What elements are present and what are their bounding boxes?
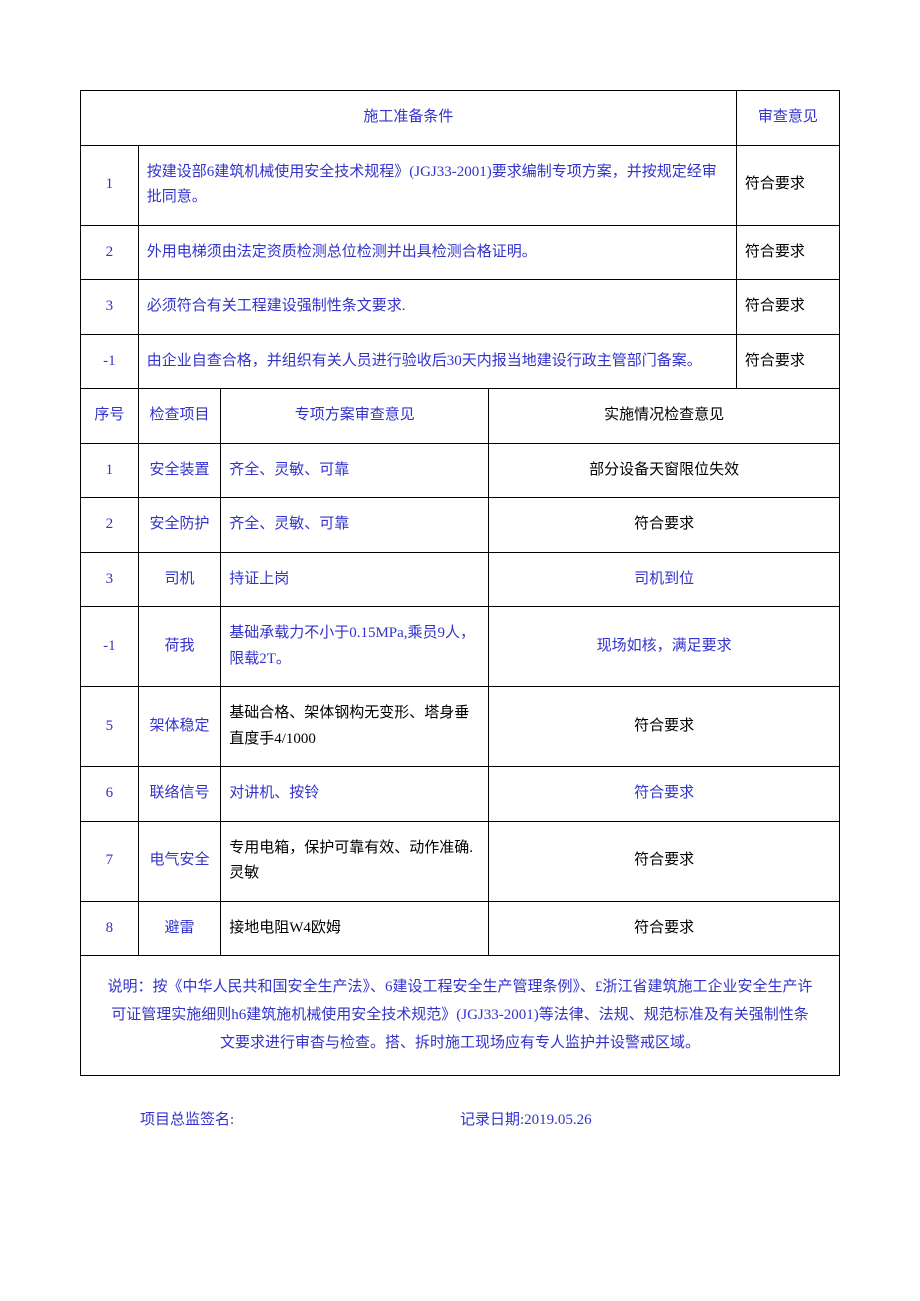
check-item: 安全装置: [138, 443, 220, 498]
check-status: 符合要求: [489, 901, 840, 956]
hdr-item: 检查项目: [138, 389, 220, 444]
prep-row: 2 外用电梯须由法定资质检测总位检测并出具检测合格证明。 符合要求: [81, 225, 840, 280]
check-plan: 对讲机、按铃: [221, 767, 489, 822]
check-plan: 基础合格、架体钢构无变形、塔身垂直度手4/1000: [221, 687, 489, 767]
prep-desc: 外用电梯须由法定资质检测总位检测并出具检测合格证明。: [138, 225, 736, 280]
check-status: 符合要求: [489, 498, 840, 553]
check-item: 安全防护: [138, 498, 220, 553]
hdr-status: 实施情况检查意见: [489, 389, 840, 444]
check-item: 架体稳定: [138, 687, 220, 767]
check-plan: 专用电箱，保护可靠有效、动作准确.灵敏: [221, 821, 489, 901]
hdr-seq: 序号: [81, 389, 139, 444]
prep-header-left: 施工准备条件: [81, 91, 737, 146]
check-num: 7: [81, 821, 139, 901]
footer-date: 记录日期:2019.05.26: [460, 1108, 780, 1129]
check-plan: 齐全、灵敏、可靠: [221, 498, 489, 553]
check-item: 联络信号: [138, 767, 220, 822]
prep-desc: 由企业自查合格，并组织有关人员进行验收后30天内报当地建设行政主管部门备案。: [138, 334, 736, 389]
check-row: 6 联络信号 对讲机、按铃 符合要求: [81, 767, 840, 822]
check-status: 部分设备天窗限位失效: [489, 443, 840, 498]
check-num: 8: [81, 901, 139, 956]
check-num: 3: [81, 552, 139, 607]
prep-num: 2: [81, 225, 139, 280]
check-num: 6: [81, 767, 139, 822]
prep-header-right: 审查意见: [736, 91, 839, 146]
check-row: 8 避雷 接地电阻W4欧姆 符合要求: [81, 901, 840, 956]
check-item: 司机: [138, 552, 220, 607]
check-num: 2: [81, 498, 139, 553]
note-text: 说明：按《中华人民共和国安全生产法》、6建设工程安全生产管理条例》、£浙江省建筑…: [81, 956, 840, 1076]
check-plan: 基础承载力不小于0.15MPa,乘员9人，限载2T。: [221, 607, 489, 687]
prep-desc: 按建设部6建筑机械使用安全技术规程》(JGJ33-2001)要求编制专项方案，并…: [138, 145, 736, 225]
check-plan: 持证上岗: [221, 552, 489, 607]
prep-review: 符合要求: [736, 334, 839, 389]
check-item: 电气安全: [138, 821, 220, 901]
footer: 项目总监签名: 记录日期:2019.05.26: [80, 1108, 840, 1129]
check-item: 避雷: [138, 901, 220, 956]
check-status: 司机到位: [489, 552, 840, 607]
hdr-plan: 专项方案审查意见: [221, 389, 489, 444]
check-header-row: 序号 检查项目 专项方案审查意见 实施情况检查意见: [81, 389, 840, 444]
prep-header-row: 施工准备条件 审查意见: [81, 91, 840, 146]
check-row: -1 荷我 基础承载力不小于0.15MPa,乘员9人，限载2T。 现场如核，满足…: [81, 607, 840, 687]
inspection-table: 施工准备条件 审查意见 1 按建设部6建筑机械使用安全技术规程》(JGJ33-2…: [80, 90, 840, 1076]
prep-review: 符合要求: [736, 145, 839, 225]
check-status: 符合要求: [489, 821, 840, 901]
prep-row: -1 由企业自查合格，并组织有关人员进行验收后30天内报当地建设行政主管部门备案…: [81, 334, 840, 389]
check-num: -1: [81, 607, 139, 687]
prep-review: 符合要求: [736, 225, 839, 280]
prep-num: -1: [81, 334, 139, 389]
prep-row: 3 必须符合有关工程建设强制性条文要求. 符合要求: [81, 280, 840, 335]
prep-row: 1 按建设部6建筑机械使用安全技术规程》(JGJ33-2001)要求编制专项方案…: [81, 145, 840, 225]
note-row: 说明：按《中华人民共和国安全生产法》、6建设工程安全生产管理条例》、£浙江省建筑…: [81, 956, 840, 1076]
prep-desc: 必须符合有关工程建设强制性条文要求.: [138, 280, 736, 335]
check-row: 7 电气安全 专用电箱，保护可靠有效、动作准确.灵敏 符合要求: [81, 821, 840, 901]
check-plan: 齐全、灵敏、可靠: [221, 443, 489, 498]
check-status: 现场如核，满足要求: [489, 607, 840, 687]
prep-review: 符合要求: [736, 280, 839, 335]
check-row: 1 安全装置 齐全、灵敏、可靠 部分设备天窗限位失效: [81, 443, 840, 498]
check-row: 3 司机 持证上岗 司机到位: [81, 552, 840, 607]
check-item: 荷我: [138, 607, 220, 687]
check-status: 符合要求: [489, 687, 840, 767]
check-num: 1: [81, 443, 139, 498]
check-plan: 接地电阻W4欧姆: [221, 901, 489, 956]
check-num: 5: [81, 687, 139, 767]
prep-num: 1: [81, 145, 139, 225]
footer-signature-label: 项目总监签名:: [140, 1108, 460, 1129]
check-status: 符合要求: [489, 767, 840, 822]
prep-num: 3: [81, 280, 139, 335]
check-row: 2 安全防护 齐全、灵敏、可靠 符合要求: [81, 498, 840, 553]
check-row: 5 架体稳定 基础合格、架体钢构无变形、塔身垂直度手4/1000 符合要求: [81, 687, 840, 767]
